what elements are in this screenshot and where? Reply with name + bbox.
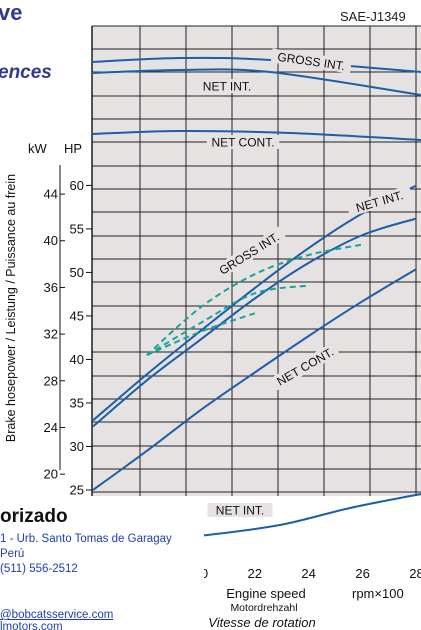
torque-curve-gross-int bbox=[91, 56, 421, 73]
hp-tick-label: 45 bbox=[70, 308, 84, 323]
plot-background bbox=[92, 26, 421, 496]
kw-tick-label: 20 bbox=[44, 467, 58, 482]
torque-curve-net-int bbox=[91, 68, 421, 96]
torque-curve-net-int bbox=[199, 493, 421, 537]
torque-label-net-int-upper: NET INT. bbox=[203, 80, 251, 94]
kw-unit-label: kW bbox=[28, 141, 48, 156]
power-curve-net-int bbox=[92, 217, 417, 428]
hp-ticks: 25 30 35 40 45 50 55 60 bbox=[70, 178, 92, 498]
hp-tick-label: 30 bbox=[70, 439, 84, 454]
standard-label: SAE-J1349 bbox=[340, 9, 406, 24]
power-curve-net-cont bbox=[92, 268, 418, 491]
kw-tick-label: 24 bbox=[44, 420, 58, 435]
kw-ticks: 20 24 28 32 36 40 44 bbox=[44, 187, 65, 482]
torque-label-net-cont: NET CONT. bbox=[211, 136, 274, 150]
grid bbox=[91, 25, 421, 496]
hp-tick-label: 25 bbox=[70, 483, 84, 498]
torque-label-net-cont-group: NET CONT. bbox=[206, 135, 280, 150]
dealer-phone: (511) 556-2512 bbox=[0, 563, 78, 575]
x-unit-label: rpm×100 bbox=[352, 586, 404, 601]
hp-tick-label: 35 bbox=[70, 395, 84, 410]
x-ticks: 2022242628 bbox=[194, 566, 421, 581]
x-tick-label: 28 bbox=[409, 566, 421, 581]
kw-tick-label: 44 bbox=[44, 187, 58, 202]
x-tick-label: 24 bbox=[301, 566, 315, 581]
hp-tick-label: 55 bbox=[70, 221, 84, 236]
torque-label-net-int-lower-bg bbox=[207, 503, 273, 517]
dealer-address: 1 - Urb. Santo Tomas de Garagay bbox=[0, 533, 172, 545]
header-title: ve bbox=[0, 0, 23, 25]
dashed-curve-3 bbox=[146, 243, 363, 356]
dealer-city: Perú bbox=[0, 548, 25, 560]
torque-label-gross-int-bg bbox=[270, 48, 352, 74]
header-subtitle: ences bbox=[0, 62, 52, 83]
x-tick-label: 26 bbox=[355, 566, 369, 581]
hp-tick-label: 40 bbox=[70, 352, 84, 367]
torque-label-net-int-lower: NET INT. bbox=[216, 504, 264, 518]
torque-label-net-int-lower-group: NET INT. bbox=[207, 503, 273, 518]
hp-unit-label: HP bbox=[64, 141, 82, 156]
kw-tick-label: 36 bbox=[44, 280, 58, 295]
dashed-curve-5 bbox=[146, 312, 256, 357]
dealer-title: orizado bbox=[0, 506, 68, 527]
dealer-email-link[interactable]: @bobcatsservice.com bbox=[0, 609, 114, 621]
x-tick-label: 22 bbox=[248, 566, 262, 581]
hp-tick-label: 60 bbox=[70, 178, 84, 193]
kw-tick-label: 28 bbox=[44, 373, 58, 388]
torque-curve-net-cont bbox=[91, 129, 421, 141]
torque-label-net-cont-bg bbox=[206, 135, 280, 149]
x-label-de: Motordrehzahl bbox=[230, 602, 297, 614]
dealer-overlay bbox=[0, 496, 204, 622]
torque-label-net-int-upper-group: NET INT. bbox=[194, 79, 260, 94]
power-label-net-cont-bg bbox=[270, 342, 340, 391]
power-label-gross-int-bg bbox=[211, 226, 287, 281]
kw-tick-label: 32 bbox=[44, 327, 58, 342]
dealer-web-link[interactable]: lmotors.com bbox=[0, 621, 63, 630]
kw-tick-label: 40 bbox=[44, 233, 58, 248]
y-axis-title: Brake hosepower / Leistung / Puissance a… bbox=[4, 173, 18, 443]
curves bbox=[91, 56, 421, 537]
torque-label-net-int-upper-bg bbox=[194, 79, 260, 93]
power-label-net-int-bg bbox=[346, 185, 413, 217]
hp-tick-label: 50 bbox=[70, 265, 84, 280]
x-label-en: Engine speed bbox=[226, 586, 306, 601]
dashed-curve-4 bbox=[146, 284, 309, 356]
power-curve-gross-int bbox=[92, 184, 417, 422]
x-label-fr: Vitesse de rotation bbox=[208, 615, 315, 630]
